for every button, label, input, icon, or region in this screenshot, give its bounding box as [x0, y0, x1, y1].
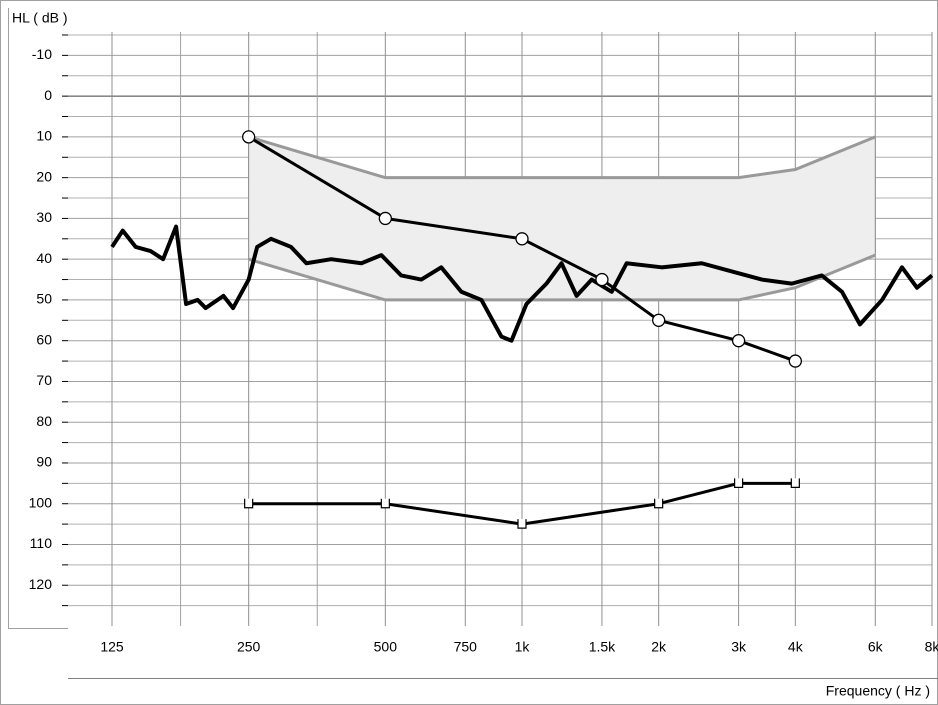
y-tick-label: 0 — [44, 87, 52, 103]
y-tick-label: 60 — [36, 331, 52, 347]
y-tick-label: 70 — [36, 372, 52, 388]
y-tick-label: 40 — [36, 250, 52, 266]
y-tick-label: 50 — [36, 291, 52, 307]
threshold-marker — [652, 313, 666, 327]
y-tick-label: 100 — [29, 494, 53, 510]
y-tick-label: 80 — [36, 413, 52, 429]
threshold-marker — [378, 211, 392, 226]
x-tick-label: 6k — [868, 639, 884, 655]
y-tick-label: -10 — [32, 46, 52, 62]
x-tick-label: 4k — [788, 639, 804, 655]
x-tick-label: 8k — [925, 639, 938, 655]
x-tick-label: 1.5k — [589, 639, 616, 655]
x-tick-label: 125 — [100, 639, 124, 655]
threshold-marker — [242, 130, 256, 144]
y-tick-label: 120 — [29, 576, 53, 592]
series-line — [248, 481, 796, 526]
ucl-marker — [380, 498, 390, 509]
threshold-marker — [788, 354, 802, 368]
ucl-marker — [734, 478, 744, 488]
ucl-marker — [790, 478, 800, 488]
x-tick-label: 2k — [651, 639, 667, 655]
x-tick-label: 500 — [374, 639, 398, 655]
y-tick-label: 20 — [36, 168, 52, 184]
band-upper — [248, 135, 876, 180]
y-tick-label: 90 — [36, 454, 52, 470]
ucl-marker — [654, 498, 664, 509]
ucl-marker — [244, 498, 254, 509]
y-tick-label: 10 — [36, 128, 52, 144]
x-axis-title: Frequency ( Hz ) — [826, 683, 930, 699]
y-tick-label: 110 — [30, 535, 53, 551]
ucl-marker — [517, 519, 527, 529]
x-tick-label: 250 — [237, 639, 261, 655]
threshold-marker — [731, 334, 746, 348]
threshold-marker — [595, 272, 609, 287]
series-line — [110, 224, 934, 343]
x-tick-label: 3k — [731, 639, 747, 655]
y-tick-label: 30 — [36, 209, 52, 225]
y-axis-title: HL ( dB ) — [12, 10, 68, 26]
x-tick-label: 750 — [454, 639, 478, 655]
x-tick-label: 1k — [515, 639, 531, 655]
band-lower — [248, 253, 876, 302]
threshold-marker — [515, 232, 529, 246]
